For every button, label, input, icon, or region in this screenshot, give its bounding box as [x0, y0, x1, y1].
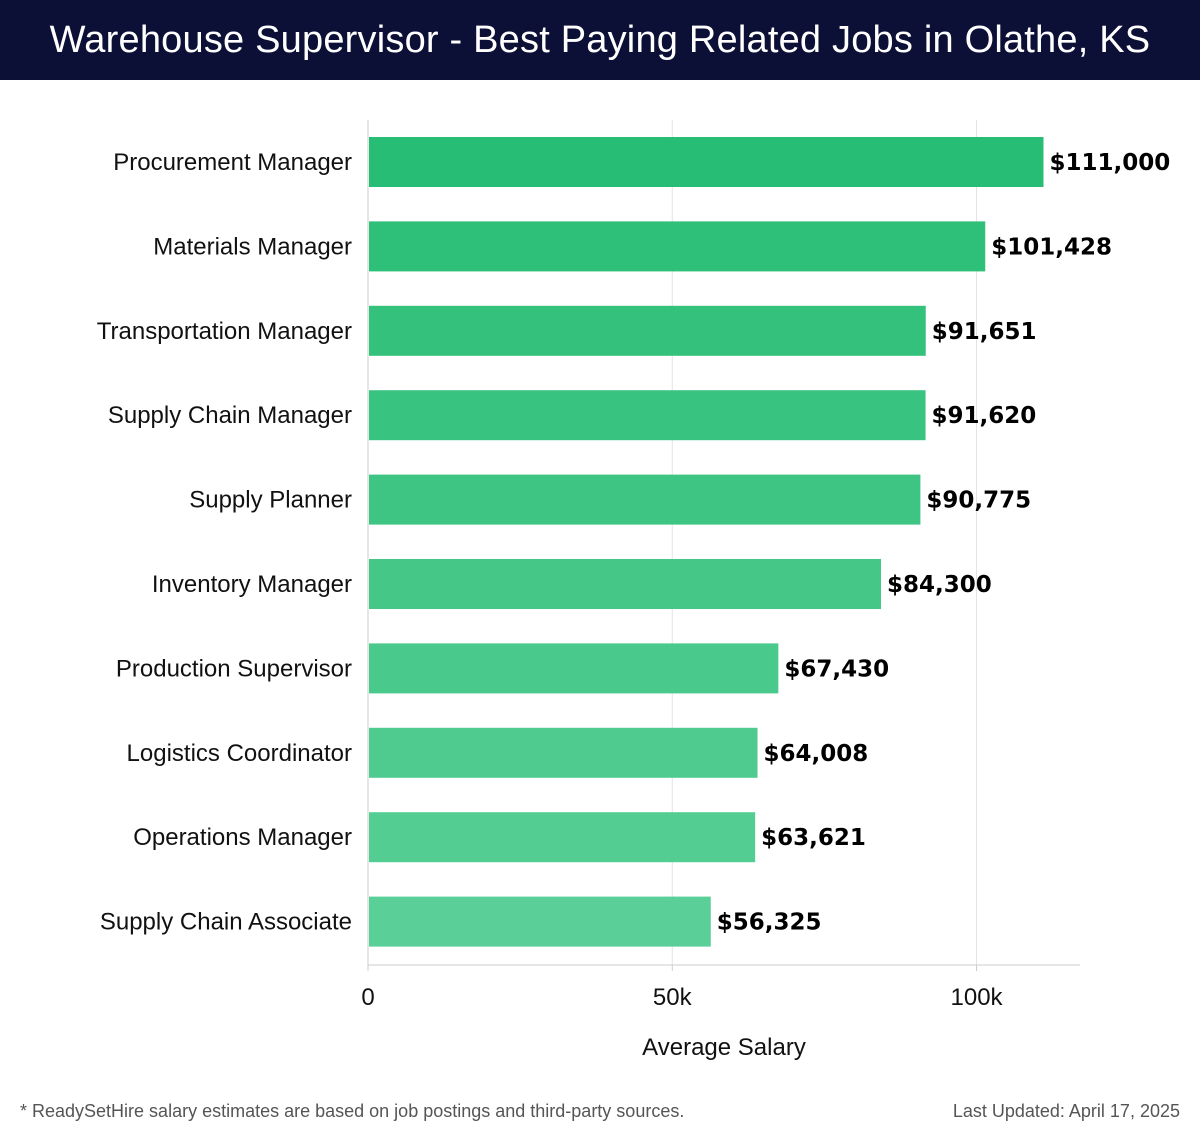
bar: [369, 221, 986, 272]
value-label: $63,621: [761, 825, 866, 851]
value-label: $56,325: [717, 910, 822, 936]
category-label: Supply Chain Associate: [100, 909, 352, 936]
category-label: Transportation Manager: [97, 318, 352, 345]
label-layer: Procurement Manager $111,000 Materials Man…: [97, 149, 1171, 936]
value-label: $90,775: [926, 488, 1031, 514]
bar: [369, 643, 779, 694]
bar: [369, 896, 711, 947]
footer-note: * ReadySetHire salary estimates are base…: [20, 1101, 685, 1121]
category-label: Operations Manager: [133, 824, 352, 851]
category-label: Production Supervisor: [116, 655, 352, 682]
category-label: Logistics Coordinator: [127, 740, 352, 767]
value-label: $67,430: [784, 656, 889, 682]
axis-layer: 0 50k 100k: [361, 964, 1080, 1011]
category-label: Inventory Manager: [152, 571, 352, 598]
x-tick-label: 100k: [951, 984, 1004, 1011]
category-label: Procurement Manager: [113, 149, 352, 176]
value-label: $91,620: [932, 403, 1037, 429]
value-label: $111,000: [1049, 150, 1170, 176]
value-label: $91,651: [932, 319, 1037, 345]
salary-bar-chart: Procurement Manager $111,000 Materials Man…: [97, 120, 1171, 1061]
bar: [369, 727, 758, 778]
footer-updated: Last Updated: April 17, 2025: [952, 1101, 1180, 1121]
bar: [369, 390, 926, 441]
page-title: Warehouse Supervisor - Best Paying Relat…: [49, 18, 1151, 61]
bar: [369, 559, 882, 609]
x-axis-title: Average Salary: [642, 1034, 806, 1061]
x-tick-label: 0: [361, 984, 374, 1011]
value-label: $101,428: [991, 234, 1112, 260]
category-label: Materials Manager: [153, 233, 352, 260]
bar: [369, 812, 756, 863]
bar: [369, 137, 1044, 187]
value-label: $64,008: [764, 741, 869, 767]
bar: [369, 305, 926, 356]
category-label: Supply Chain Manager: [108, 402, 352, 429]
bar: [369, 474, 921, 525]
title-bar: Warehouse Supervisor - Best Paying Relat…: [0, 0, 1200, 80]
x-tick-label: 50k: [653, 984, 693, 1011]
category-label: Supply Planner: [189, 487, 352, 514]
value-label: $84,300: [887, 572, 992, 598]
bar-layer: [369, 137, 1044, 947]
